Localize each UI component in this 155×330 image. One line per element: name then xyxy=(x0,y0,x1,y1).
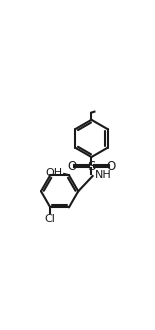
Text: S: S xyxy=(87,159,96,173)
Text: NH: NH xyxy=(94,170,111,180)
Text: Cl: Cl xyxy=(45,214,56,224)
Text: O: O xyxy=(107,159,116,173)
Text: O: O xyxy=(67,159,76,173)
Text: OH: OH xyxy=(45,168,62,178)
